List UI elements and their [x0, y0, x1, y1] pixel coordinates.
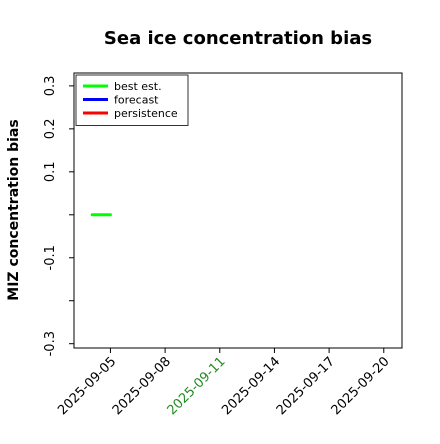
- x-tick-label: 2025-09-20: [329, 354, 393, 418]
- plot-area: [73, 72, 403, 349]
- y-tick-label: -0.3: [43, 331, 58, 356]
- x-axis: 2025-09-052025-09-082025-09-112025-09-14…: [55, 348, 393, 418]
- y-tick-label: -0.1: [43, 245, 58, 270]
- y-tick-label: 0.3: [43, 76, 58, 97]
- y-axis-label: MIZ concentration bias: [6, 119, 22, 300]
- legend-label: forecast: [114, 94, 159, 107]
- legend-label: persistence: [114, 107, 178, 120]
- y-axis: -0.3 -0.1 0.1 0.2 0.3: [43, 76, 74, 356]
- y-tick-label: 0.1: [43, 161, 58, 182]
- chart-title: Sea ice concentration bias: [104, 28, 372, 49]
- legend-label: best est.: [114, 80, 162, 93]
- y-tick-label: 0.2: [43, 119, 58, 140]
- plot-frame: [73, 72, 403, 349]
